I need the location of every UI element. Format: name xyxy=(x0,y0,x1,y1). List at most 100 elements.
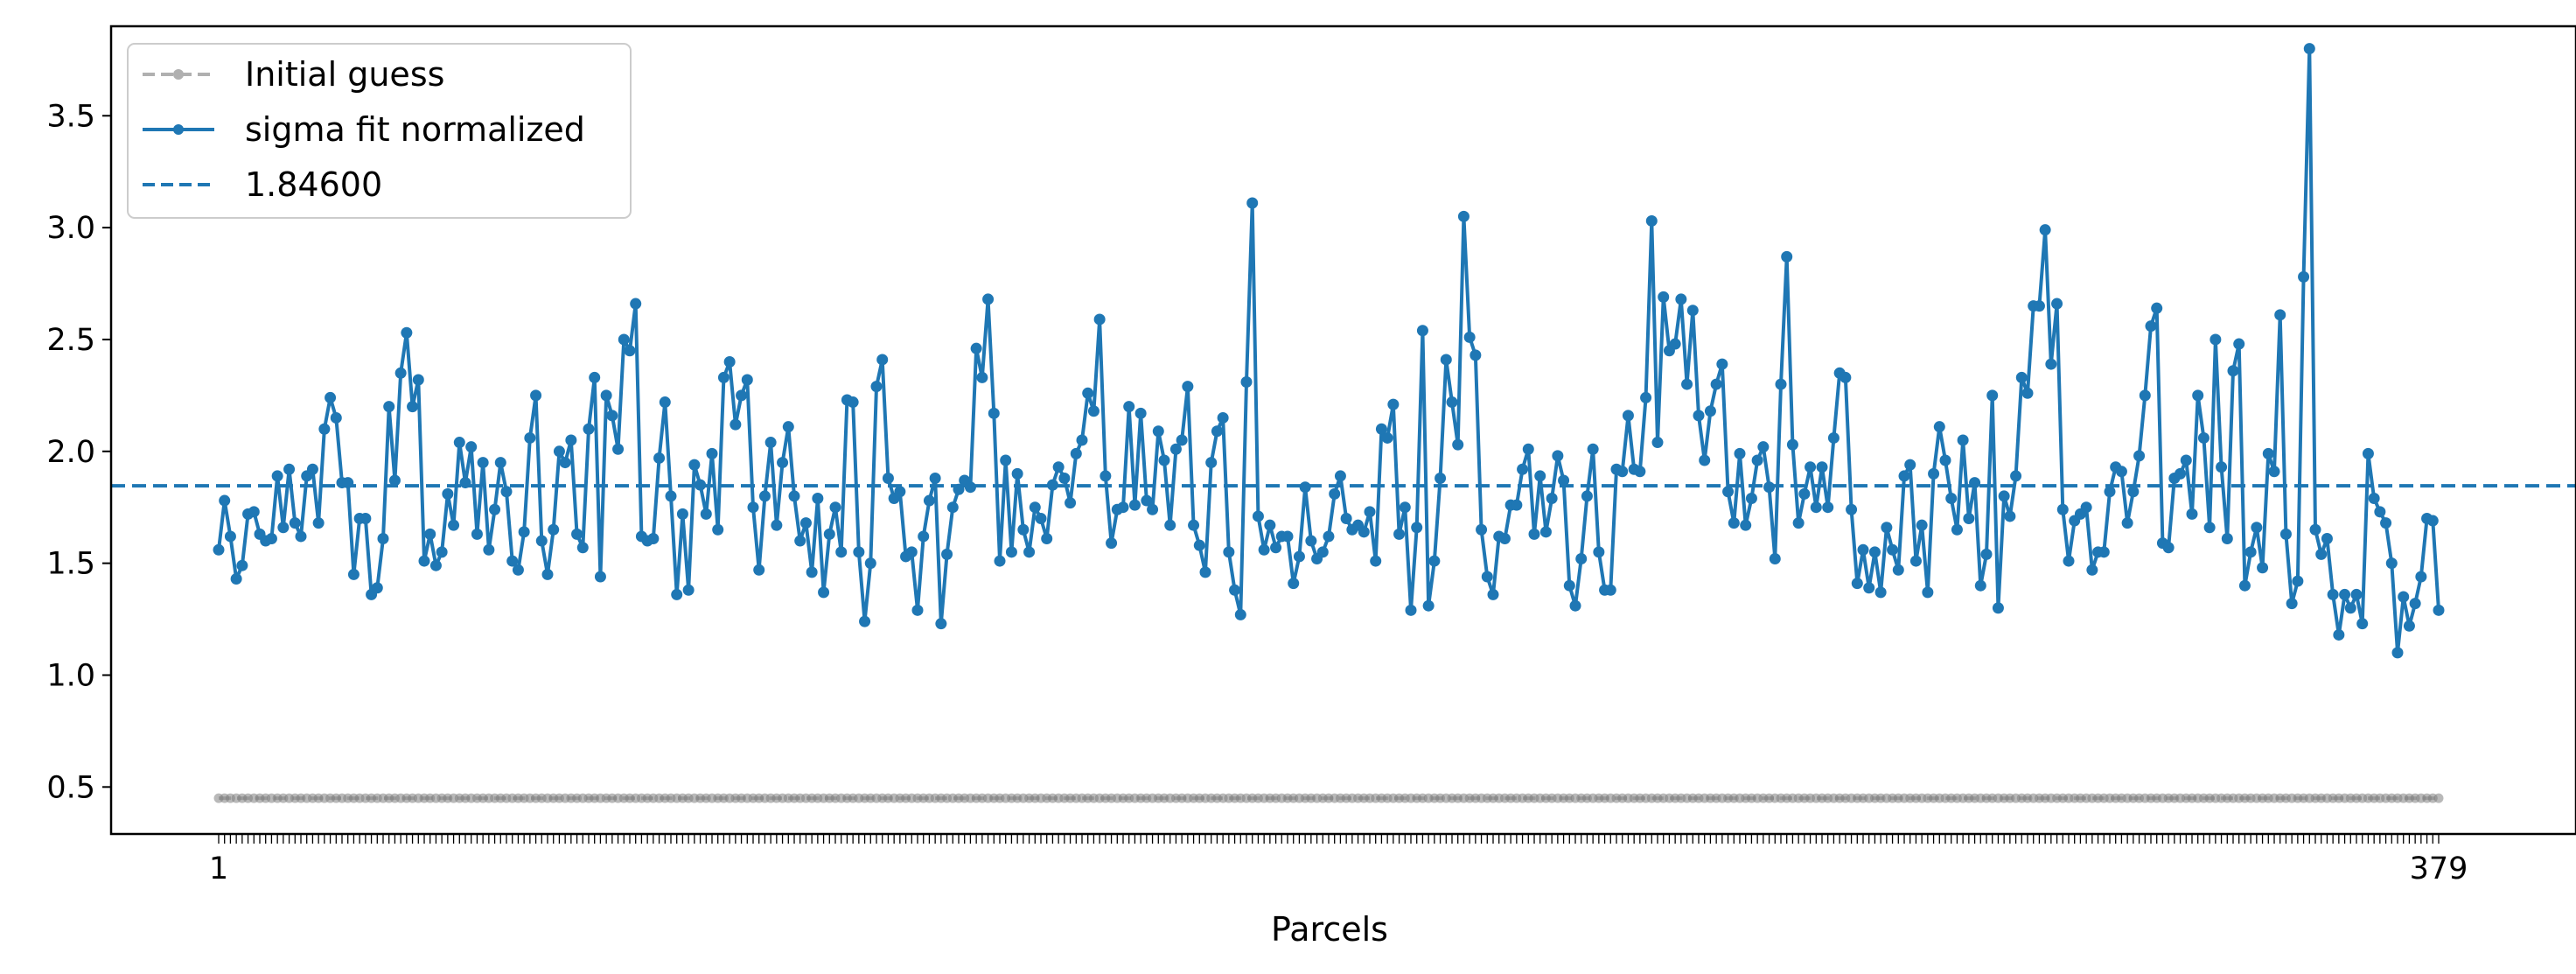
sigma-fit-point xyxy=(1169,443,1182,455)
sigma-fit-point xyxy=(1152,425,1164,438)
sigma-fit-point xyxy=(2238,579,2251,592)
sigma-fit-point xyxy=(870,381,883,393)
sigma-fit-point xyxy=(2403,620,2415,632)
sigma-fit-point xyxy=(2362,447,2374,459)
sigma-fit-point xyxy=(2221,533,2233,544)
legend-frame xyxy=(127,43,632,219)
sigma-fit-point xyxy=(1323,530,1335,543)
sigma-fit-point xyxy=(982,293,995,305)
sigma-fit-point xyxy=(935,618,947,630)
sigma-fit-point xyxy=(1158,454,1170,466)
sigma-fit-point xyxy=(1534,470,1546,482)
sigma-fit-point xyxy=(2010,470,2022,482)
sigma-fit-point xyxy=(1199,566,1211,578)
sigma-fit-point xyxy=(589,371,601,383)
sigma-fit-point xyxy=(1734,447,1746,459)
sigma-fit-point xyxy=(289,517,301,529)
sigma-fit-point xyxy=(911,604,924,616)
sigma-fit-point xyxy=(2262,447,2274,459)
sigma-fit-point xyxy=(1246,197,1259,209)
sigma-fit-point xyxy=(1616,466,1629,478)
sigma-fit-point xyxy=(1164,519,1176,531)
sigma-fit-point xyxy=(2257,562,2269,574)
sigma-fit-point xyxy=(1058,472,1071,484)
y-tick-label-0.5: 0.5 xyxy=(46,770,95,805)
sigma-fit-point xyxy=(2333,628,2345,641)
sigma-fit-point xyxy=(2368,492,2380,504)
sigma-fit-point xyxy=(1029,501,1041,514)
sigma-fit-point xyxy=(1986,389,1999,402)
sigma-fit-point xyxy=(2298,270,2310,283)
sigma-fit-point xyxy=(2426,515,2439,527)
sigma-fit-point xyxy=(448,519,460,531)
sigma-fit-point xyxy=(465,441,478,453)
sigma-fit-point xyxy=(1176,434,1188,446)
sigma-fit-point xyxy=(1622,410,1634,422)
sigma-fit-point xyxy=(2063,555,2075,567)
x-axis-label: Parcels xyxy=(1271,910,1388,949)
sigma-fit-point xyxy=(1217,411,1229,424)
sigma-fit-point xyxy=(1329,487,1341,500)
sigma-fit-point xyxy=(2045,358,2057,370)
sigma-fit-point xyxy=(283,463,296,475)
sigma-fit-point xyxy=(453,437,465,449)
sigma-fit-point xyxy=(1188,519,1200,531)
sigma-fit-point xyxy=(2268,466,2280,478)
sigma-fit-point xyxy=(1822,501,1834,514)
sigma-fit-point xyxy=(2356,618,2369,630)
sigma-fit-point xyxy=(706,447,718,459)
sigma-fit-point xyxy=(1699,454,1711,466)
sigma-fit-point xyxy=(2051,298,2063,310)
sigma-fit-point xyxy=(1969,477,1981,489)
sigma-fit-point xyxy=(1370,555,1382,567)
sigma-fit-point xyxy=(1270,542,1282,554)
sigma-fit-point xyxy=(923,494,935,507)
sigma-fit-point xyxy=(964,481,976,494)
sigma-fit-point xyxy=(682,584,695,596)
sigma-fit-point xyxy=(2344,602,2356,614)
sigma-fit-point xyxy=(1375,423,1387,435)
sigma-fit-point xyxy=(418,555,430,567)
sigma-fit-point xyxy=(1874,586,1887,599)
sigma-fit-point xyxy=(306,463,318,475)
sigma-fit-point xyxy=(347,568,360,580)
sigma-fit-point xyxy=(806,566,818,578)
sigma-fit-point xyxy=(676,508,688,520)
sigma-fit-point xyxy=(647,533,660,544)
sigma-fit-point xyxy=(1868,546,1881,558)
sigma-fit-point xyxy=(1416,325,1428,337)
sigma-fit-point xyxy=(905,546,918,558)
sigma-fit-point xyxy=(1240,376,1253,389)
sigma-fit-point xyxy=(929,472,941,484)
sigma-fit-point xyxy=(1428,555,1441,567)
sigma-fit-point xyxy=(265,533,277,544)
sigma-fit-point xyxy=(471,528,483,540)
sigma-fit-point xyxy=(401,326,413,339)
sigma-fit-point xyxy=(2309,523,2321,536)
sigma-fit-point xyxy=(988,407,1000,419)
sigma-fit-point xyxy=(1463,331,1476,343)
sigma-fit-point xyxy=(1546,492,1558,504)
sigma-fit-point xyxy=(1141,494,1153,507)
legend-swatch-initial-guess-marker xyxy=(173,69,184,80)
sigma-fit-point xyxy=(436,546,448,558)
sigma-fit-point xyxy=(747,501,759,514)
sigma-fit-point xyxy=(717,371,730,383)
sigma-fit-point xyxy=(1252,510,1264,522)
sigma-fit-point xyxy=(1563,579,1575,592)
sigma-fit-point xyxy=(1740,519,1752,531)
sigma-fit-point xyxy=(2398,591,2410,603)
sigma-fit-point xyxy=(442,487,454,500)
y-tick-label-1.5: 1.5 xyxy=(46,547,95,582)
sigma-fit-point xyxy=(1792,517,1805,529)
sigma-fit-point xyxy=(524,431,536,444)
sigma-fit-point xyxy=(1751,454,1763,466)
series-sigma-fit-normalized xyxy=(213,43,2445,659)
sigma-fit-point xyxy=(2086,564,2098,576)
y-tick-label-2.5: 2.5 xyxy=(46,323,95,358)
sigma-fit-point xyxy=(388,474,401,487)
sigma-fit-point xyxy=(2409,598,2421,610)
sigma-fit-point xyxy=(2339,588,2351,600)
sigma-fit-point xyxy=(2192,389,2204,402)
sigma-fit-point xyxy=(1065,497,1077,509)
